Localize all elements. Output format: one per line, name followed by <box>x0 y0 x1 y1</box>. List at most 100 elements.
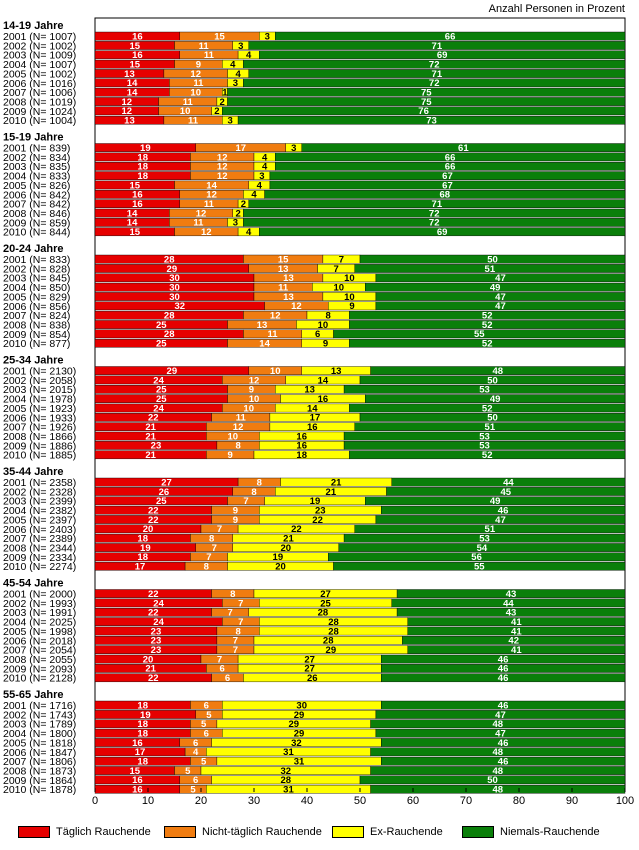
data-label: 16 <box>132 190 143 201</box>
data-label: 7 <box>217 654 222 665</box>
data-label: 51 <box>485 524 496 535</box>
bar-segment <box>359 775 626 785</box>
data-label: 4 <box>193 747 199 758</box>
group-title: 25-34 Jahre <box>3 355 64 367</box>
data-label: 14 <box>259 339 270 350</box>
data-label: 9 <box>228 450 233 461</box>
data-label: 20 <box>143 654 154 665</box>
data-label: 8 <box>204 562 209 573</box>
data-label: 31 <box>283 747 294 758</box>
data-label: 3 <box>265 31 270 42</box>
group-title: 35-44 Jahre <box>3 466 64 478</box>
row-label: 2008 (N= 846) <box>3 208 70 220</box>
data-label: 2 <box>241 199 246 210</box>
row-label: 2003 (N= 2015) <box>3 384 76 396</box>
data-label: 13 <box>124 69 135 80</box>
data-label: 4 <box>251 190 257 201</box>
data-label: 5 <box>201 719 207 730</box>
data-label: 47 <box>495 728 506 739</box>
row-label: 2005 (N= 826) <box>3 180 70 192</box>
bar-segment <box>375 301 626 311</box>
row-label: 2008 (N= 2344) <box>3 542 76 554</box>
data-label: 11 <box>204 50 215 61</box>
data-label: 7 <box>217 524 222 535</box>
bar-segment <box>269 180 626 190</box>
data-label: 53 <box>479 385 490 396</box>
data-label: 29 <box>167 366 178 377</box>
data-label: 16 <box>296 441 307 452</box>
data-label: 10 <box>318 320 329 331</box>
data-label: 16 <box>132 738 143 749</box>
bar-segment <box>301 143 626 152</box>
data-label: 22 <box>312 515 323 526</box>
data-label: 29 <box>167 264 178 275</box>
data-label: 24 <box>153 598 164 609</box>
data-label: 72 <box>429 218 440 229</box>
x-tick-label: 30 <box>248 795 260 807</box>
data-label: 14 <box>307 403 318 414</box>
bar-segment <box>386 487 626 496</box>
data-label: 27 <box>320 589 331 600</box>
row-label: 2009 (N= 854) <box>3 329 70 341</box>
data-label: 69 <box>437 227 448 238</box>
row-label: 2008 (N= 838) <box>3 319 70 331</box>
data-label: 11 <box>193 78 204 89</box>
data-label: 21 <box>145 664 156 675</box>
data-label: 44 <box>503 477 514 488</box>
data-label: 19 <box>140 143 151 154</box>
data-label: 28 <box>164 329 175 340</box>
row-label: 2010 (N= 1878) <box>3 784 76 796</box>
row-label: 2010 (N= 1885) <box>3 450 76 462</box>
data-label: 52 <box>482 311 493 322</box>
row-label: 2006 (N= 2403) <box>3 524 76 536</box>
bar-segment <box>227 97 626 106</box>
data-label: 18 <box>137 552 148 563</box>
row-label: 2004 (N= 1007) <box>3 59 76 71</box>
data-label: 50 <box>487 375 498 386</box>
data-label: 29 <box>294 710 305 721</box>
data-label: 14 <box>127 218 138 229</box>
data-label: 23 <box>151 636 162 647</box>
data-label: 26 <box>307 673 318 684</box>
bar-segment <box>359 375 626 385</box>
data-label: 3 <box>233 218 238 229</box>
data-label: 47 <box>495 710 506 721</box>
data-label: 23 <box>315 505 326 516</box>
data-label: 10 <box>190 88 201 99</box>
bar-segment <box>343 385 626 394</box>
bar-segment <box>243 218 626 227</box>
group-title: 55-65 Jahre <box>3 689 64 701</box>
bar-segment <box>343 533 626 543</box>
data-label: 28 <box>323 636 334 647</box>
data-label: 15 <box>129 180 140 191</box>
bar-segment <box>375 273 626 283</box>
data-label: 7 <box>233 636 238 647</box>
x-tick-label: 40 <box>301 795 313 807</box>
row-label: 2005 (N= 1998) <box>3 626 76 638</box>
data-label: 46 <box>498 664 509 675</box>
data-label: 13 <box>283 273 294 284</box>
row-label: 2009 (N= 2334) <box>3 552 76 564</box>
bar-segment <box>370 747 626 757</box>
x-tick-label: 100 <box>616 795 634 807</box>
data-label: 16 <box>132 785 143 796</box>
data-label: 21 <box>331 477 342 488</box>
data-label: 14 <box>318 375 329 386</box>
data-label: 47 <box>495 273 506 284</box>
data-label: 23 <box>151 626 162 637</box>
x-tick-label: 50 <box>354 795 366 807</box>
row-label: 2008 (N= 1873) <box>3 765 76 777</box>
data-label: 11 <box>204 199 215 210</box>
row-label: 2008 (N= 1866) <box>3 431 76 443</box>
data-label: 23 <box>151 645 162 656</box>
data-label: 31 <box>283 785 294 796</box>
row-label: 2007 (N= 824) <box>3 310 70 322</box>
x-tick-label: 60 <box>407 795 419 807</box>
data-label: 9 <box>249 385 254 396</box>
data-label: 32 <box>281 766 292 777</box>
x-tick-label: 90 <box>566 795 578 807</box>
data-label: 10 <box>270 366 281 377</box>
data-label: 15 <box>129 41 140 52</box>
data-label: 7 <box>212 543 217 554</box>
